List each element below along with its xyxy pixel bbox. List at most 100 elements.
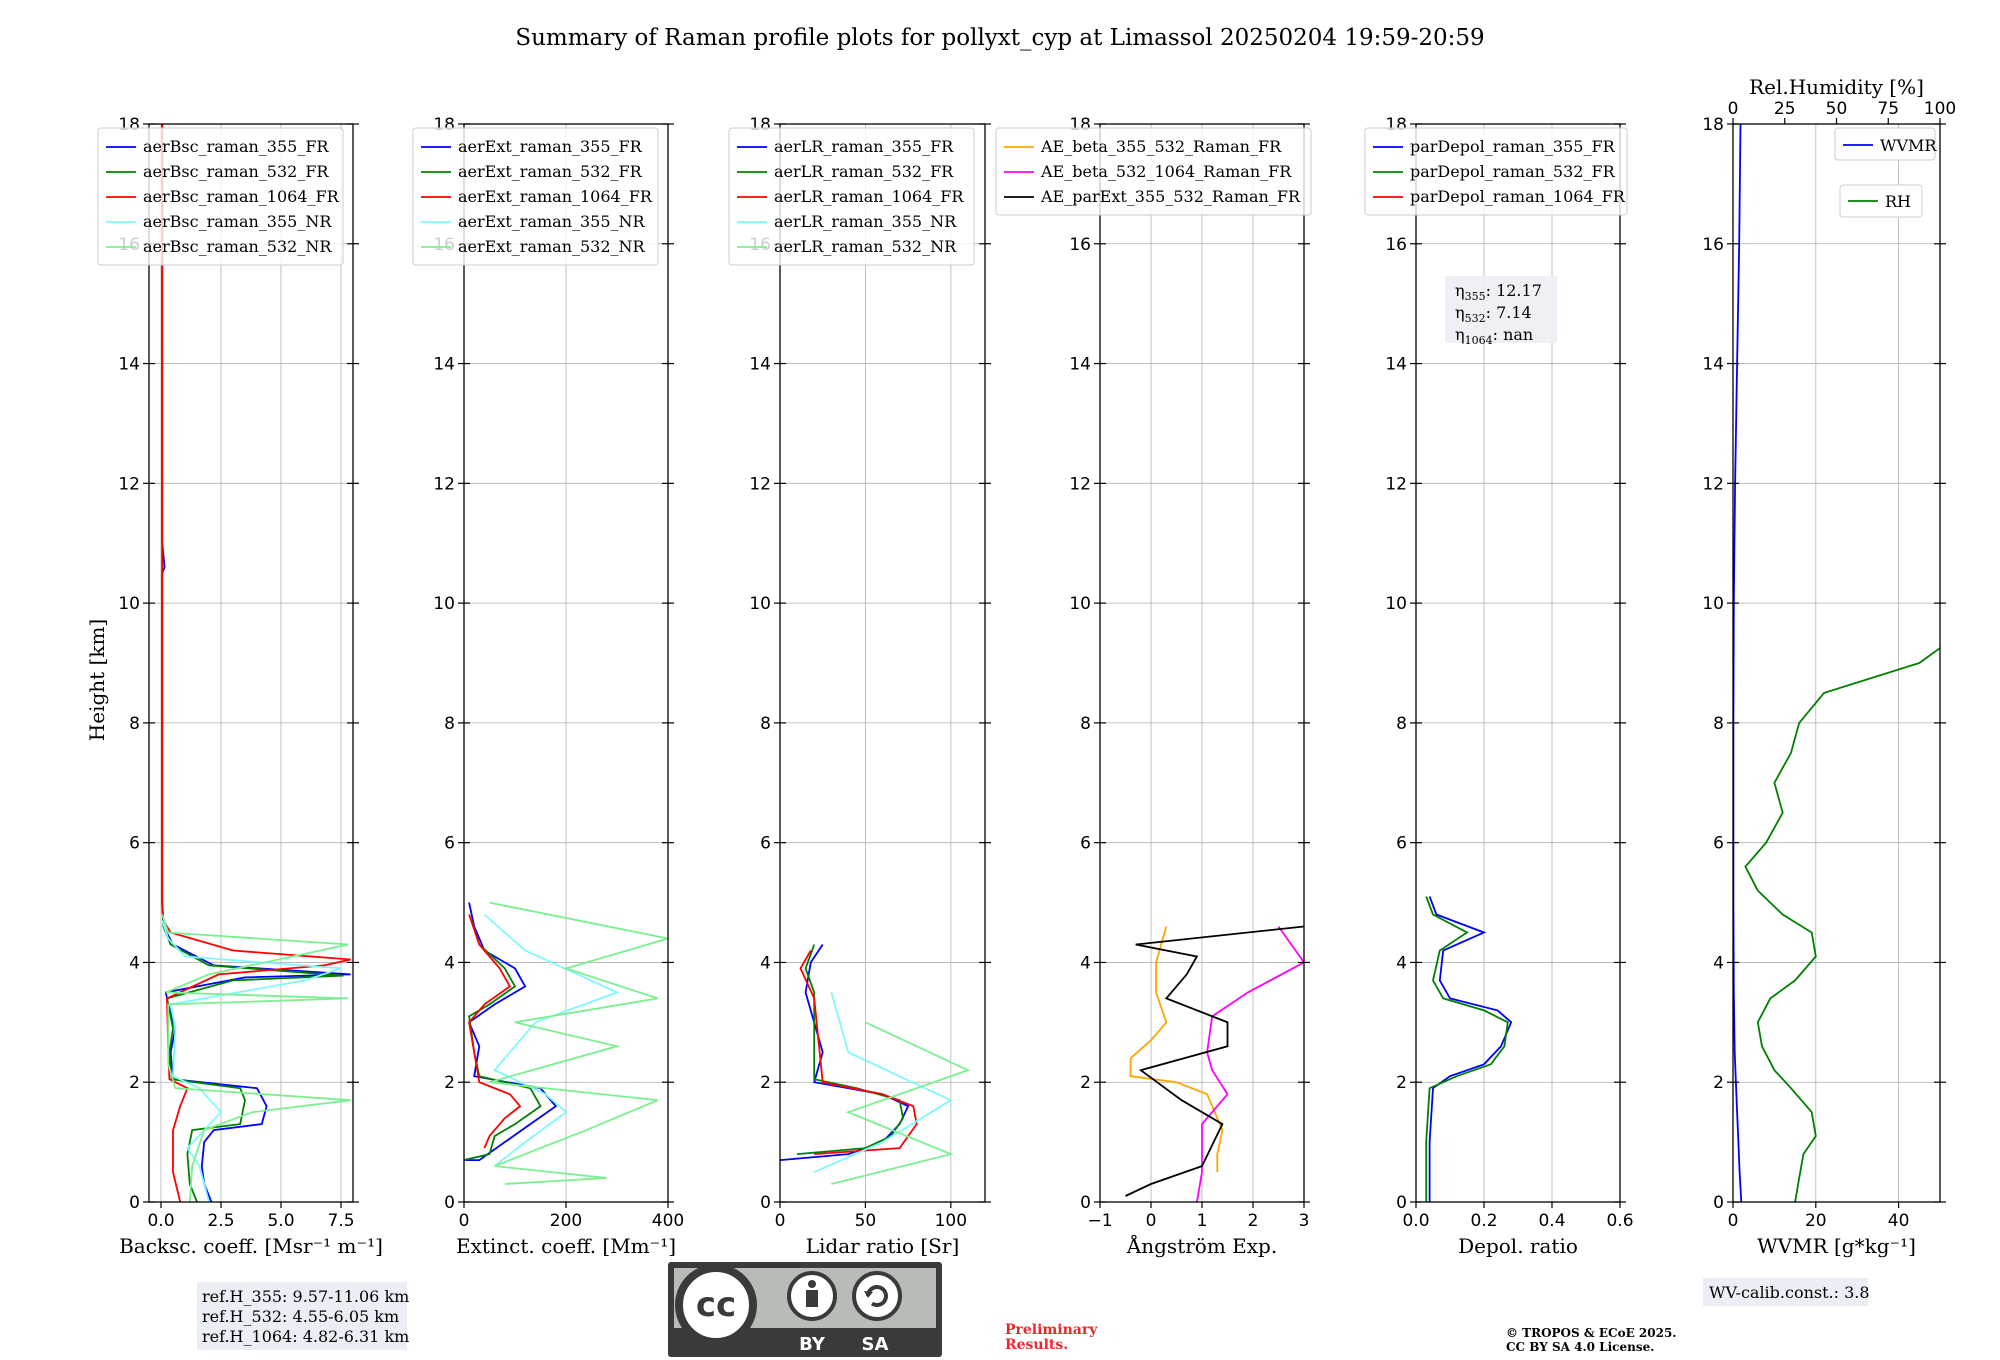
y-tick-label: 4 [760,953,771,973]
y-tick-label: 10 [118,594,140,614]
y-tick-label: 10 [1069,594,1091,614]
figure-title: Summary of Raman profile plots for polly… [515,25,1484,51]
axes-frame-depol [1415,123,1621,1203]
sa-label: SA [862,1334,889,1355]
panel-ext: 0246810121416180200400Extinct. coeff. [M… [412,115,684,1258]
svg-text:η1064: nan: η1064: nan [1455,325,1533,347]
ref-h-1064: ref.H_1064: 4.82-6.31 km [202,1327,409,1346]
wv-calib-box: WV-calib.const.: 3.8 [1703,1278,1870,1306]
top-x-tick-label: 0 [1728,99,1739,119]
x-axis-label-depol: Depol. ratio [1458,1234,1578,1258]
x-tick-label: 0.2 [1470,1211,1497,1231]
legend-label: aerLR_raman_355_NR [774,212,957,231]
y-tick-label: 2 [1396,1073,1407,1093]
x-tick-label: 200 [550,1211,582,1231]
y-tick-label: 12 [1702,474,1724,494]
y-tick-label: 4 [1080,953,1091,973]
series-AE_beta_532_1064_Raman_FR [1196,925,1304,1202]
legend-label: AE_parExt_355_532_Raman_FR [1040,187,1301,206]
legend-label: aerLR_raman_532_FR [774,162,954,181]
x-tick-label: 2 [1248,1211,1259,1231]
y-tick-label: 6 [1713,834,1724,854]
legend-label: aerExt_raman_532_NR [458,237,646,256]
y-tick-label: 2 [1713,1073,1724,1093]
panel-lr: 024681012141618050100Lidar ratio [Sr]aer… [728,115,991,1258]
y-tick-label: 14 [118,355,140,375]
y-tick-label: 4 [129,953,140,973]
legend-wvmr: WVMR [1834,127,1937,161]
y-tick-label: 12 [118,474,140,494]
y-tick-label: 2 [129,1073,140,1093]
y-tick-label: 14 [433,355,455,375]
y-tick-label: 6 [444,834,455,854]
top-axis-label: Rel.Humidity [%] [1749,75,1924,99]
x-axis-label-lr: Lidar ratio [Sr] [806,1234,960,1258]
y-tick-label: 18 [1702,115,1724,135]
x-tick-label: 0 [1146,1211,1157,1231]
series-aerBsc_raman_355_FR [161,124,351,1202]
y-tick-label: 4 [1713,953,1724,973]
svg-text:WV-calib.const.: 3.8: WV-calib.const.: 3.8 [1709,1283,1870,1302]
y-tick-label: 12 [1069,474,1091,494]
x-tick-label: 0.0 [1402,1211,1429,1231]
cc-license-badge: cc BY SA [668,1262,942,1357]
ref-height-box: ref.H_355: 9.57-11.06 km ref.H_532: 4.55… [197,1282,409,1350]
y-tick-label: 0 [444,1193,455,1213]
by-label: BY [799,1334,826,1355]
height-axis-label: Height [km] [85,619,109,741]
y-tick-label: 8 [760,714,771,734]
x-axis-label-ae: Ångström Exp. [1126,1233,1277,1258]
series-aerExt_raman_532_NR [489,901,668,1185]
legend-rh: RH [1839,184,1923,218]
y-tick-label: 16 [1385,235,1407,255]
series-aerBsc_raman_532_FR [161,124,344,1202]
x-tick-label: 7.5 [327,1211,354,1231]
ref-h-355: ref.H_355: 9.57-11.06 km [202,1287,409,1306]
series-aerBsc_raman_1064_FR [161,124,351,1202]
y-tick-label: 10 [749,594,771,614]
series-AE_parExt_355_532_Raman_FR [1125,925,1304,1197]
cc-logo-icon [675,1264,757,1346]
x-tick-label: 0 [1728,1211,1739,1231]
share-alike-icon [852,1271,902,1321]
y-tick-label: 4 [444,953,455,973]
y-tick-label: 0 [129,1193,140,1213]
top-x-tick-label: 25 [1774,99,1796,119]
series-WVMR [1733,124,1743,1202]
eta-532-symbol: η [1455,303,1465,322]
y-tick-label: 8 [1713,714,1724,734]
x-tick-label: 2.5 [207,1211,234,1231]
y-tick-label: 12 [1385,474,1407,494]
x-tick-label: 0.0 [147,1211,174,1231]
legend-label: aerLR_raman_1064_FR [774,187,964,206]
y-tick-label: 10 [1385,594,1407,614]
x-axis-label-wv: WVMR [g*kg⁻¹] [1757,1234,1916,1258]
y-tick-label: 6 [760,834,771,854]
legend-label: AE_beta_355_532_Raman_FR [1040,137,1282,156]
legend-label: parDepol_raman_1064_FR [1410,187,1626,206]
series-aerLR_raman_355_FR [780,944,910,1161]
axes-frame-bsc [148,123,354,1203]
cc-logo-text: cc [696,1285,736,1325]
series-AE_beta_355_532_Raman_FR [1129,926,1224,1173]
series-aerLR_raman_1064_FR [799,950,918,1155]
y-tick-label: 16 [1069,235,1091,255]
eta-1064-value: : nan [1493,325,1534,344]
ref-h-532: ref.H_532: 4.55-6.05 km [202,1307,399,1326]
y-tick-label: 0 [760,1193,771,1213]
series-parDepol_raman_532_FR [1425,896,1509,1202]
legend-label: aerExt_raman_532_FR [458,162,643,181]
legend-label: parDepol_raman_355_FR [1410,137,1616,156]
y-tick-label: 2 [1080,1073,1091,1093]
preliminary-line-1: Preliminary [1005,1322,1098,1338]
axes-frame-wv [1732,123,1941,1203]
x-axis-label-ext: Extinct. coeff. [Mm⁻¹] [456,1234,676,1258]
legend-label: aerExt_raman_355_NR [458,212,646,231]
legend-label: parDepol_raman_532_FR [1410,162,1616,181]
top-x-tick-label: 75 [1877,99,1899,119]
x-tick-label: 100 [935,1211,967,1231]
legend-label: aerLR_raman_532_NR [774,237,957,256]
